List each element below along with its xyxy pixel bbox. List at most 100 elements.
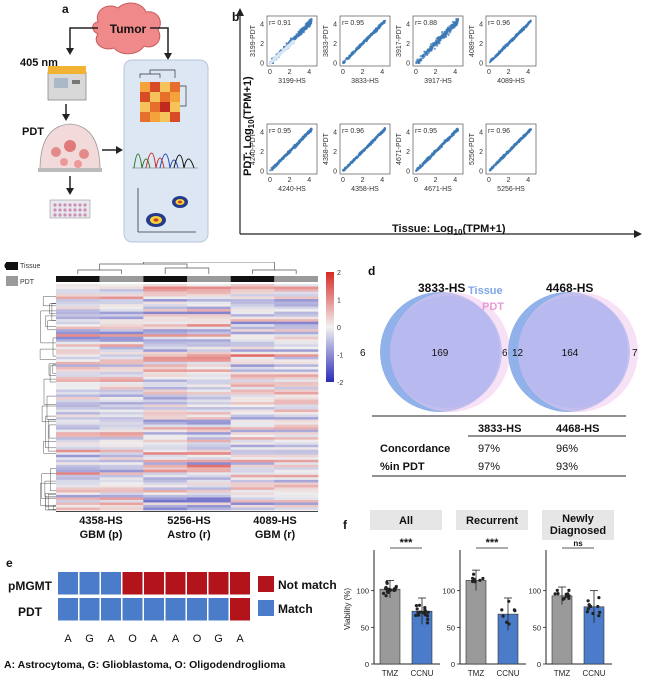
bar (551, 595, 573, 665)
analysis-heatmap-icon (139, 69, 187, 122)
heatmap-cell (274, 301, 319, 305)
heatmap-cell (99, 439, 144, 443)
scatter-point (506, 151, 509, 154)
bar (379, 588, 401, 665)
heatmap-cell (187, 497, 231, 501)
scatter-point (294, 146, 297, 149)
heatmap-cell (99, 341, 144, 345)
heatmap-cell (56, 294, 100, 297)
x-tick-label: 4 (307, 177, 311, 184)
heatmap-cell (187, 381, 231, 385)
pmgmt-cell (101, 572, 121, 595)
scatter-point (430, 47, 433, 50)
heatmap-cell (99, 424, 144, 428)
heatmap-cell (56, 412, 100, 415)
scatter-point (306, 132, 309, 135)
heatmap-cell (143, 321, 188, 325)
scatter-point (296, 142, 299, 145)
heatmap-cell (143, 439, 188, 443)
chart-title-box (456, 510, 528, 530)
heatmap-cell (56, 376, 100, 380)
heatmap-cell (230, 424, 275, 428)
heatmap-cell (143, 286, 188, 290)
data-point (597, 614, 601, 618)
scatter-point (418, 166, 422, 169)
heatmap-cell (99, 306, 144, 310)
scatter-point (454, 23, 457, 26)
heatmap-cell (99, 386, 144, 390)
y-tick-label: 100 (528, 587, 541, 596)
heatmap-cell (274, 294, 319, 297)
heatmap-cell (230, 504, 275, 508)
heatmap-cell (56, 331, 100, 335)
color-scale-tick: -1 (337, 353, 343, 360)
chart-title: Newly (562, 513, 595, 525)
heatmap-cell (187, 306, 231, 310)
heatmap-cell (99, 422, 144, 425)
y-tick-label: 4 (479, 129, 483, 136)
heatmap-cell (187, 356, 231, 360)
scatter-point (348, 55, 351, 58)
heatmap-cell (187, 454, 231, 458)
y-tick-label: 4 (406, 21, 410, 28)
y-tick-label: 50 (447, 623, 455, 632)
heatmap-cell (274, 309, 319, 312)
heatmap-cell (99, 472, 144, 476)
scatter-point (428, 47, 431, 50)
heatmap-cell (230, 306, 275, 310)
heatmap-cell (274, 467, 319, 471)
heatmap-cell (56, 339, 100, 343)
heatmap-cell (143, 412, 188, 415)
scatter-point (448, 136, 452, 139)
heatmap-cell (274, 454, 319, 458)
heatmap-cell (56, 427, 100, 430)
tumor-type-footnote: A: Astrocytoma, G: Glioblastoma, O: Olig… (4, 659, 286, 671)
heatmap-cell (187, 319, 231, 322)
heatmap-cell (56, 482, 100, 486)
heatmap-cell (230, 449, 275, 453)
scatter-point (441, 31, 444, 34)
chart-title: All (399, 515, 413, 527)
heatmap-cell (99, 351, 144, 355)
heatmap-cell (56, 386, 100, 390)
heatmap-cell (143, 449, 188, 453)
scatter-point (433, 151, 436, 154)
heatmap-cells (56, 284, 319, 511)
heatmap-cell (143, 309, 188, 312)
scatter-point (304, 24, 307, 27)
heatmap-cell (187, 452, 231, 456)
heatmap-cell (187, 374, 231, 378)
y-tick-label: 100 (356, 587, 369, 596)
heatmap-cell (56, 379, 100, 383)
heatmap-cell (187, 299, 231, 302)
x-tick-label: 0 (487, 69, 491, 76)
data-point (591, 611, 595, 616)
tumor-type-letter: A (236, 633, 244, 645)
heatmap-cell (274, 289, 319, 292)
heatmap-cell (143, 427, 188, 430)
heatmap-cell (187, 286, 231, 290)
y-axis-label: Viability (%) (343, 588, 352, 630)
heatmap-cell (187, 487, 231, 491)
scatter-point (497, 160, 501, 163)
scatter-point (416, 167, 419, 170)
category-label: TMZ (554, 669, 571, 678)
data-point (423, 613, 427, 617)
scatter-point (362, 149, 365, 152)
table-row1-v1: 97% (478, 443, 500, 455)
heatmap-cell (143, 474, 188, 478)
scatter-point (356, 47, 359, 51)
scatter-point (301, 29, 304, 32)
y-tick-label: 0 (333, 61, 337, 68)
heatmap-cell (230, 296, 275, 300)
legend-tissue: Tissue (468, 285, 503, 297)
heatmap-cell (56, 309, 100, 312)
tumor-type-letter: A (172, 633, 180, 645)
scatter-point (303, 136, 306, 139)
heatmap-cell (187, 366, 231, 370)
pmgmt-cell (79, 572, 100, 595)
heatmap-cell (143, 489, 188, 493)
heatmap-cell (143, 457, 188, 461)
